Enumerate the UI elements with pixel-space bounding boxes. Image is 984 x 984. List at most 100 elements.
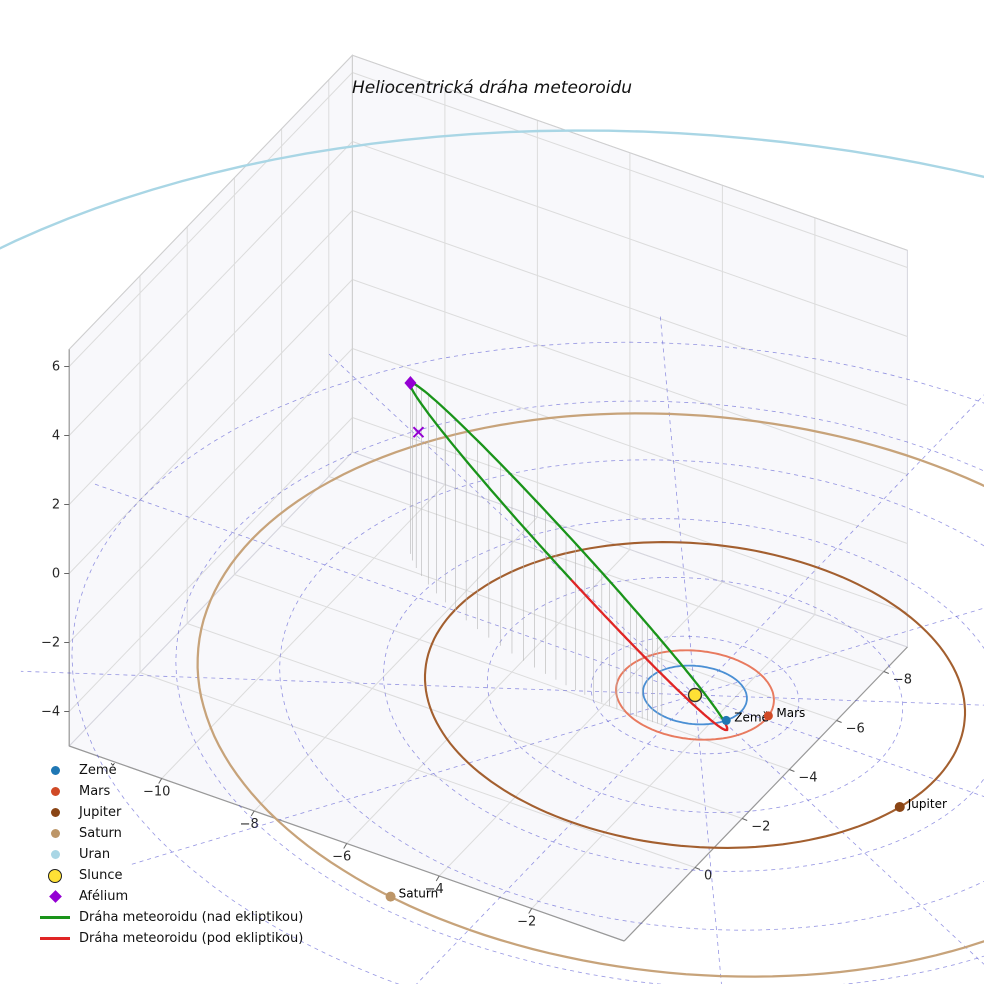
y-tick [836,720,842,723]
wall-gridline [352,279,908,475]
polar-grid-circle [71,341,984,984]
polar-grid-radial [93,483,696,696]
floor-gridline [531,614,816,909]
y-tick [789,769,795,772]
polar-grid-radial [327,352,696,696]
legend-label: Uran [79,847,111,862]
polar-grid-radial [128,694,696,866]
wall-gridline [352,417,908,613]
uranus-marker-icon [50,850,60,859]
mars-marker-icon [50,787,60,796]
y-tick-label: −6 [846,722,865,737]
y-tick-label: 0 [704,869,712,884]
legend-label: Dráha meteoroidu (nad ekliptikou) [79,910,304,925]
z-tick-label: −2 [41,636,60,651]
x-tick [343,843,348,849]
chart-title: Heliocentrická dráha meteoroidu [351,78,633,98]
polar-grid-radial [694,694,984,965]
legend-label: Slunce [79,868,123,883]
planet-dot-2 [894,801,905,812]
y-tick [883,671,889,674]
x-tick [435,875,440,882]
wall-gridline [68,72,353,367]
y-tick-label: −8 [893,673,912,688]
floor-gridline [253,516,538,812]
x-tick-label: −10 [143,785,170,800]
wall-gridline [68,417,353,712]
sun-marker-icon [48,868,62,883]
legend-label: Země [79,763,117,778]
z-tick-label: 2 [52,498,60,513]
y-tick [742,818,748,821]
orbit-3 [196,412,984,978]
planet-dot-1 [763,711,773,721]
polar-grid-radial [20,670,696,696]
wall-gridline [352,348,908,544]
y-axis-spine [623,646,908,942]
polar-grid-radial [416,694,696,984]
orbit-0 [642,664,748,726]
wall-gridline [68,348,353,643]
orbit-1 [615,649,775,741]
floor-gridline [438,581,723,877]
y-tick-label: −4 [798,771,817,786]
box-edge [68,54,353,350]
aphelion-diamond-marker [404,375,417,390]
x-tick [250,810,255,817]
planet-dot-0 [721,715,731,725]
legend-item-saturn: Saturn [38,823,303,844]
z-tick-label: 0 [52,567,60,582]
planet-label-2: Jupiter [907,797,947,811]
orbit-2 [423,541,967,849]
legend-item-slunce: Slunce [38,865,303,886]
x-tick-label: −6 [332,850,351,865]
box-edge [352,54,908,251]
wall-gridline [352,141,908,337]
x-tick-label: −8 [240,817,259,832]
jupiter-marker-icon [50,808,60,817]
z-tick-label: −4 [41,705,60,720]
legend-label: Dráha meteoroidu (pod ekliptikou) [79,931,304,946]
legend-label: Jupiter [79,805,122,820]
y-tick-label: −2 [751,820,770,835]
x-tick [158,778,163,784]
planet-label-1: Mars [776,706,805,720]
legend-item-zeme: Země [38,760,303,781]
legend-item-jupiter: Jupiter [38,802,303,823]
red-line-icon [40,937,70,940]
wall-gridline [68,279,353,574]
x-tick-label: −4 [425,882,444,897]
x-tick [528,908,533,914]
legend-item-afelium: Afélium [38,886,303,907]
legend-label: Saturn [79,826,122,841]
meteoroid-path-above [408,381,727,725]
floor-gridline [346,549,631,844]
wall-gridline [68,141,353,436]
earth-marker-icon [50,766,60,775]
legend-item-draha-pod: Dráha meteoroidu (pod ekliptikou) [38,928,303,949]
planet-dot-3 [385,891,396,902]
green-line-icon [40,916,70,919]
aphelion-diamond-icon [48,890,62,903]
polar-grid-radial [694,694,984,706]
polar-grid-radial [694,607,984,696]
y-tick [694,867,701,870]
polar-grid-radial [694,694,984,797]
planet-label-3: Saturn [399,887,439,901]
floor-gridline [161,484,446,779]
legend-item-uran: Uran [38,844,303,865]
polar-grid-radial [694,394,984,696]
polar-grid-circle [486,576,904,814]
x-tick-label: −2 [517,915,536,930]
z-tick-label: 4 [52,429,60,444]
wall-gridline [68,210,353,505]
wall-gridline [352,72,908,268]
legend-item-draha-nad: Dráha meteoroidu (nad ekliptikou) [38,907,303,928]
legend-item-mars: Mars [38,781,303,802]
legend: Země Mars Jupiter Saturn Uran Slunce Afé… [38,760,303,949]
planet-label-0: Země [734,710,769,724]
legend-label: Afélium [79,889,129,904]
x-marker-icon [412,426,425,438]
